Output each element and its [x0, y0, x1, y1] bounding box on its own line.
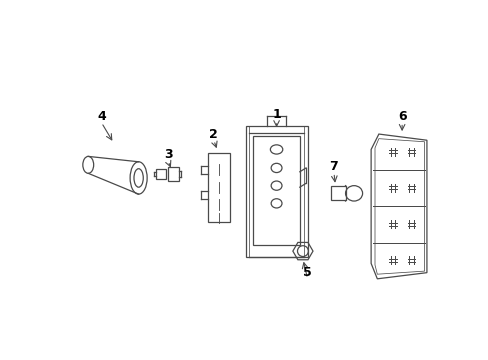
- Bar: [330, 186, 346, 200]
- Text: 3: 3: [163, 148, 172, 161]
- Bar: [156, 169, 165, 180]
- Bar: [168, 167, 179, 181]
- Text: 7: 7: [329, 160, 338, 173]
- Text: 5: 5: [303, 266, 311, 279]
- Text: 1: 1: [272, 108, 281, 121]
- Text: 6: 6: [397, 110, 406, 123]
- Text: 4: 4: [97, 110, 105, 123]
- Bar: [253, 136, 299, 245]
- Bar: [208, 153, 230, 222]
- Bar: [245, 126, 307, 257]
- Text: 2: 2: [209, 127, 218, 140]
